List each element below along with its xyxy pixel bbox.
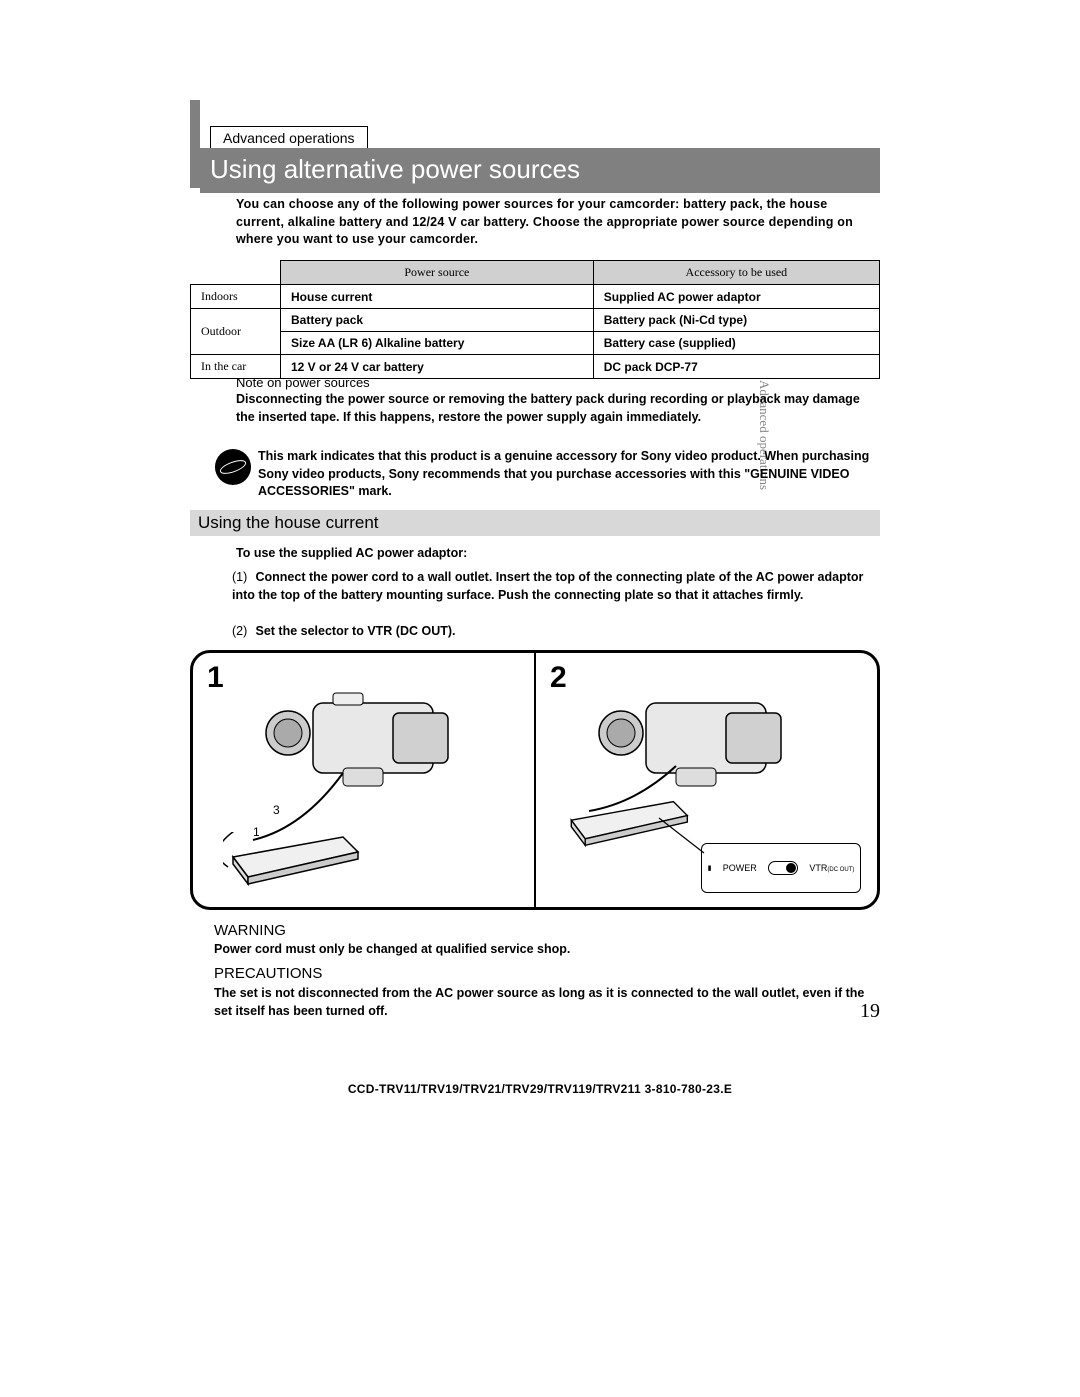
diagram-container: 1 3 1 2 bbox=[190, 650, 880, 910]
table-row: Outdoor Battery pack Battery pack (Ni-Cd… bbox=[191, 309, 880, 332]
note-heading: Note on power sources bbox=[236, 375, 370, 390]
table-header-accessory: Accessory to be used bbox=[593, 261, 879, 285]
instruction-lead: To use the supplied AC power adaptor: bbox=[236, 544, 876, 562]
page-number: 19 bbox=[860, 1000, 880, 1023]
precautions-text: The set is not disconnected from the AC … bbox=[214, 985, 874, 1020]
power-source-table: Power source Accessory to be used Indoor… bbox=[190, 260, 880, 379]
footer-model-code: CCD-TRV11/TRV19/TRV21/TRV29/TRV119/TRV21… bbox=[0, 1082, 1080, 1096]
warning-heading: WARNING bbox=[214, 922, 286, 939]
page-title: Using alternative power sources bbox=[200, 148, 880, 193]
intro-paragraph: You can choose any of the following powe… bbox=[236, 196, 872, 249]
section-sidebar-block bbox=[190, 100, 200, 188]
warning-text: Power cord must only be changed at quali… bbox=[214, 942, 874, 956]
diagram-panel-2: 2 ▮ POWER VTR(DC bbox=[536, 653, 877, 907]
step-2-number: (2) bbox=[232, 622, 252, 640]
table-row: Indoors House current Supplied AC power … bbox=[191, 285, 880, 309]
genuine-accessories-icon bbox=[214, 448, 252, 486]
selector-detail: ▮ POWER VTR(DC OUT) bbox=[701, 843, 861, 893]
step-2: (2) Set the selector to VTR (DC OUT). bbox=[232, 622, 880, 640]
step-1: (1) Connect the power cord to a wall out… bbox=[232, 568, 880, 604]
step-2-text: Set the selector to VTR (DC OUT). bbox=[255, 624, 455, 638]
table-header-blank bbox=[191, 261, 281, 285]
diagram-number-2: 2 bbox=[550, 661, 567, 695]
step-1-number: (1) bbox=[232, 568, 252, 586]
genuine-accessories-text: This mark indicates that this product is… bbox=[258, 448, 878, 501]
subheading-house-current: Using the house current bbox=[190, 510, 880, 536]
cable-illustration bbox=[243, 768, 363, 858]
table-header-source: Power source bbox=[281, 261, 594, 285]
table-row: Size AA (LR 6) Alkaline battery Battery … bbox=[191, 332, 880, 355]
selector-switch-icon bbox=[768, 861, 798, 875]
note-body: Disconnecting the power source or removi… bbox=[236, 391, 880, 426]
diagram-number-1: 1 bbox=[207, 661, 224, 695]
section-tag: Advanced operations bbox=[210, 126, 368, 150]
step-1-text: Connect the power cord to a wall outlet.… bbox=[232, 570, 863, 602]
selector-vtr-label: VTR(DC OUT) bbox=[809, 863, 854, 873]
precautions-heading: PRECAUTIONS bbox=[214, 965, 322, 982]
selector-power-label: POWER bbox=[723, 863, 757, 873]
diagram-panel-1: 1 3 1 bbox=[193, 653, 536, 907]
